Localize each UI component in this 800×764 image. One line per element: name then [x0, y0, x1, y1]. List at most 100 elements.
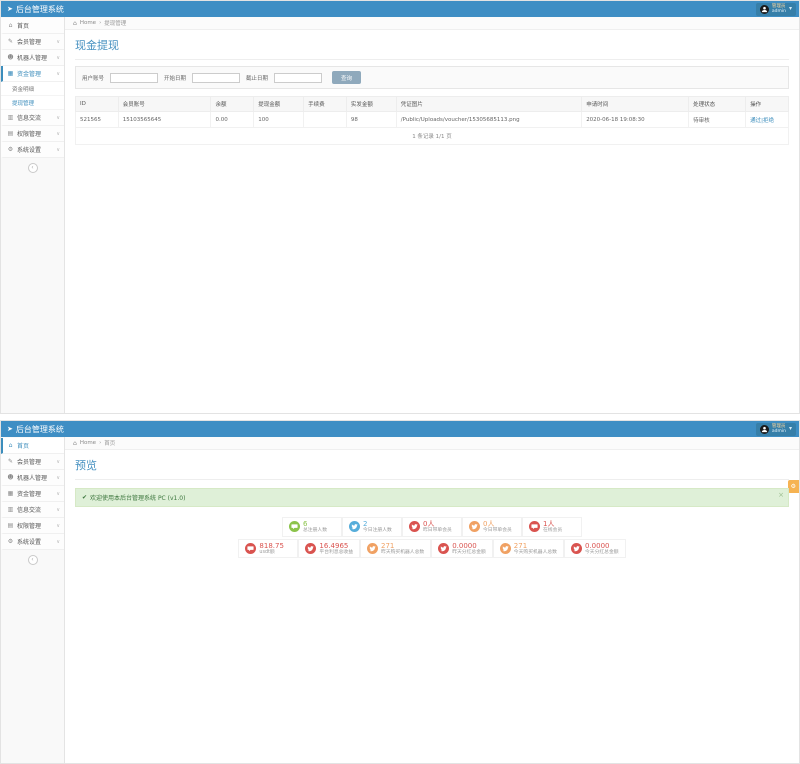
sidebar-collapse-button[interactable]: ‹: [27, 163, 38, 173]
search-button[interactable]: 查询: [332, 71, 362, 84]
col-actual: 实发金额: [345, 96, 397, 112]
sidebar-item-members[interactable]: ✎ 会员管理 ∨: [1, 34, 64, 50]
sidebar: ⌂ 首页 ✎ 会员管理 ∨ ☻ 机器人管理 ∨ ▦ 资金管理 ∨: [1, 17, 65, 413]
user-menu[interactable]: 管理员 admin ▾: [755, 2, 796, 16]
chevron-down-icon: ∨: [56, 54, 60, 61]
bird-icon: [570, 542, 582, 554]
start-date-input[interactable]: [192, 72, 241, 83]
cell-time: 2020-06-18 19:08:30: [581, 111, 690, 128]
sidebar-item-settings[interactable]: ⚙ 系统设置 ∨: [1, 534, 64, 550]
brand-title: 后台管理系统: [15, 424, 64, 434]
breadcrumb-home[interactable]: Home: [79, 440, 97, 446]
col-fee: 手续费: [303, 96, 347, 112]
stat-value: 0人: [483, 520, 495, 528]
account-input[interactable]: [110, 72, 159, 83]
breadcrumb-separator: ›: [99, 440, 102, 446]
cell-amount: 100: [253, 111, 305, 128]
calendar-icon: ▦: [7, 490, 14, 497]
brand[interactable]: ➤ 后台管理系统: [7, 4, 64, 15]
top-navbar: ➤ 后台管理系统 管理员 admin ▾: [1, 1, 799, 17]
stat-total-interest: 16.4965 平台利息总收益: [298, 538, 361, 558]
sidebar-item-home[interactable]: ⌂ 首页: [1, 438, 64, 454]
sidebar-item-settings[interactable]: ⚙ 系统设置 ∨: [1, 142, 64, 158]
brand[interactable]: ➤ 后台管理系统: [7, 424, 64, 435]
approve-reject-link[interactable]: 通过|拒绝: [750, 117, 775, 124]
pagination-row: 1 条记录 1/1 页: [75, 127, 789, 145]
close-icon[interactable]: ×: [778, 491, 784, 499]
start-date-label: 开始日期: [164, 75, 187, 82]
stat-label: 今天购买机器人总数: [513, 549, 557, 555]
sidebar-item-label: 机器人管理: [17, 475, 48, 482]
table-header-row: ID 会员账号 余额 提现金额 手续费 实发金额 凭证图片 申请时间 处理状态 …: [75, 96, 789, 112]
sidebar-item-label: 权限管理: [17, 523, 42, 530]
sidebar-item-members[interactable]: ✎ 会员管理 ∨: [1, 454, 64, 470]
sidebar: ⌂ 首页 ✎ 会员管理 ∨ ☻ 机器人管理 ∨ ▦ 资金管理 ∨: [1, 437, 65, 763]
user-menu[interactable]: 管理员 admin ▾: [755, 422, 796, 436]
sidebar-item-robots[interactable]: ☻ 机器人管理 ∨: [1, 470, 64, 486]
file-icon: ▤: [7, 522, 14, 529]
sidebar-item-label: 资金管理: [17, 71, 42, 78]
stat-usdt-balance: 818.75 usdt额: [238, 538, 299, 558]
quick-settings-button[interactable]: ⚙: [787, 480, 799, 493]
file-icon: ▤: [7, 130, 14, 137]
col-voucher: 凭证图片: [395, 96, 583, 112]
home-icon: ⌂: [73, 439, 77, 447]
sidebar-item-robots[interactable]: ☻ 机器人管理 ∨: [1, 50, 64, 66]
sidebar-item-label: 权限管理: [17, 131, 42, 138]
stat-value: 271: [513, 541, 528, 550]
sidebar-item-label: 机器人管理: [17, 55, 48, 62]
end-date-label: 截止日期: [246, 75, 269, 82]
stats-row-1: 6 总注册人数 2 今日注册人数 0人 昨日带单会员 0人 今日带单会员: [75, 517, 789, 537]
stat-label: 今天分红总金额: [584, 549, 619, 555]
cell-voucher: /Public/Uploads/voucher/15305685113.png: [395, 111, 583, 128]
bird-icon: [409, 521, 420, 533]
stat-value: 6: [303, 520, 308, 528]
edit-icon: ✎: [7, 458, 14, 465]
chevron-down-icon: ∨: [56, 538, 60, 545]
check-icon: ✔: [82, 494, 88, 501]
sidebar-item-permissions[interactable]: ▤ 权限管理 ∨: [1, 518, 64, 534]
bird-icon: [438, 542, 450, 554]
table-row: 521565 15103565645 0.00 100 98 /Public/U…: [75, 111, 789, 128]
bird-icon: [305, 542, 317, 554]
stat-yesterday-lead-members: 0人 昨日带单会员: [402, 517, 462, 537]
stat-value: 1人: [543, 520, 555, 528]
sidebar-item-label: 会员管理: [17, 459, 42, 466]
col-status: 处理状态: [688, 96, 747, 112]
sidebar-item-label: 信息交流: [17, 507, 42, 514]
filter-bar: 用户账号 开始日期 截止日期 查询: [75, 66, 789, 89]
submenu-item-fund-details[interactable]: 资金明细: [1, 82, 64, 96]
cell-id: 521565: [75, 111, 119, 128]
account-label: 用户账号: [82, 75, 105, 82]
end-date-input[interactable]: [274, 72, 323, 83]
breadcrumb-home[interactable]: Home: [79, 20, 97, 26]
sidebar-item-info[interactable]: ▥ 信息交流 ∨: [1, 110, 64, 126]
table-icon: ▥: [7, 506, 14, 513]
sidebar-item-permissions[interactable]: ▤ 权限管理 ∨: [1, 126, 64, 142]
calendar-icon: ▦: [7, 70, 14, 77]
sidebar-item-label: 首页: [17, 23, 30, 30]
stat-today-dividend: 0.0000 今天分红总金额: [563, 538, 626, 558]
sidebar-item-info[interactable]: ▥ 信息交流 ∨: [1, 502, 64, 518]
submenu-item-label: 资金明细: [12, 86, 35, 93]
stat-label: 平台利息总收益: [319, 549, 354, 555]
submenu-item-label: 提现管理: [12, 100, 35, 107]
chevron-down-icon: ∨: [56, 114, 60, 121]
withdraw-content: 现金提现 用户账号 开始日期 截止日期 查询 ID: [65, 30, 799, 413]
home-icon: ⌂: [8, 442, 13, 449]
bird-icon: [469, 521, 480, 533]
col-id: ID: [75, 96, 119, 112]
sidebar-item-funds[interactable]: ▦ 资金管理 ∨: [1, 66, 64, 82]
home-icon: ⌂: [73, 19, 77, 27]
robot-icon: ☻: [7, 474, 14, 481]
stat-label: 在线会员: [543, 528, 563, 533]
cell-balance: 0.00: [210, 111, 255, 128]
brand-title: 后台管理系统: [15, 4, 64, 14]
submenu-item-withdraw-management[interactable]: 提现管理: [1, 96, 64, 110]
chevron-down-icon: ∨: [56, 38, 60, 45]
sidebar-item-funds[interactable]: ▦ 资金管理 ∨: [1, 486, 64, 502]
stat-label: usdt额: [259, 549, 275, 555]
sidebar-item-home[interactable]: ⌂ 首页: [1, 18, 64, 34]
sidebar-collapse-button[interactable]: ‹: [27, 555, 38, 565]
table-icon: ▥: [7, 114, 14, 121]
